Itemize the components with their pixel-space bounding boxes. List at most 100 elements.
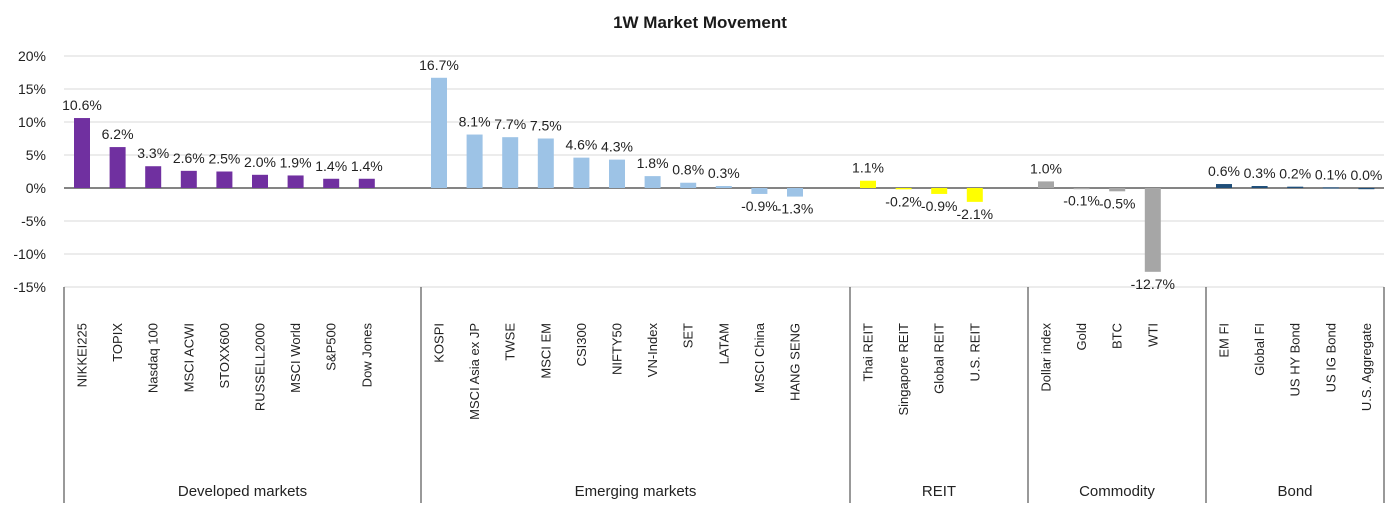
x-tick-label: WTI [1145, 323, 1160, 347]
x-tick-label: U.S. REIT [967, 323, 982, 382]
data-label: 2.6% [173, 150, 205, 166]
x-tick-label: Singapore REIT [896, 323, 911, 416]
x-tick-label: Dow Jones [359, 323, 374, 388]
data-label: -0.9% [921, 198, 958, 214]
data-label: -12.7% [1131, 276, 1175, 292]
y-axis: 20% 15% 10% 5% 0% -5% -10% -15% [13, 48, 46, 295]
bar [323, 178, 340, 188]
bar [895, 188, 912, 190]
data-label: 3.3% [137, 145, 169, 161]
x-tick-label: MSCI World [288, 323, 303, 393]
data-label: 1.8% [637, 155, 669, 171]
bar [1287, 186, 1304, 188]
bar [751, 188, 768, 194]
gridlines [64, 55, 1384, 288]
data-label: -2.1% [957, 206, 994, 222]
data-label: -0.5% [1099, 195, 1136, 211]
group-label: REIT [922, 483, 956, 500]
data-label: 1.9% [280, 154, 312, 170]
data-label: 0.3% [1244, 165, 1276, 181]
x-tick-label: MSCI Asia ex JP [467, 323, 482, 420]
x-tick-label: US HY Bond [1288, 323, 1303, 396]
data-label: -1.3% [777, 201, 814, 217]
bar [1358, 188, 1375, 190]
x-tick-label: Dollar index [1039, 323, 1054, 392]
y-tick-label: 10% [18, 114, 46, 130]
data-label: 16.7% [419, 57, 459, 73]
x-tick-label: SET [681, 323, 696, 348]
bars [74, 77, 1375, 272]
bar [1073, 188, 1090, 190]
y-tick-label: 15% [18, 81, 46, 97]
y-tick-label: 0% [26, 180, 46, 196]
x-tick-label: Global FI [1252, 323, 1267, 376]
y-tick-label: -10% [13, 246, 46, 262]
x-tick-label: S&P500 [324, 323, 339, 371]
x-tick-label: NIFTY50 [610, 323, 625, 375]
group-label: Developed markets [178, 483, 307, 500]
bar [74, 118, 90, 188]
x-tick-label: EM FI [1217, 323, 1232, 358]
bar [644, 176, 661, 188]
bar [1144, 188, 1161, 272]
data-label: 1.0% [1030, 160, 1062, 176]
group-label: Bond [1277, 483, 1312, 500]
y-tick-label: 20% [18, 48, 46, 64]
bar [180, 170, 197, 188]
bar [609, 159, 625, 188]
bar [1322, 187, 1339, 189]
bar [1216, 184, 1232, 188]
group-label: Emerging markets [575, 483, 697, 500]
x-tick-label: BTC [1110, 323, 1125, 349]
bar [287, 175, 304, 188]
bar [109, 147, 126, 188]
y-tick-label: 5% [26, 147, 46, 163]
chart-title: 1W Market Movement [613, 13, 787, 32]
bar [502, 137, 519, 188]
bar [787, 188, 803, 197]
data-label: -0.2% [885, 193, 922, 209]
bar [860, 180, 876, 188]
data-label: 1.4% [351, 158, 383, 174]
x-tick-label: MSCI ACWI [181, 323, 196, 392]
data-label: 7.5% [530, 118, 562, 134]
data-label: 10.6% [62, 97, 102, 113]
data-label: 4.3% [601, 139, 633, 155]
x-axis: NIKKEI225 TOPIX Nasdaq 100 MSCI ACWI STOXX60… [63, 287, 1385, 503]
x-tick-label: MSCI China [752, 322, 767, 393]
group-label: Commodity [1079, 483, 1155, 500]
data-label: 0.1% [1315, 166, 1347, 182]
data-label: 2.5% [208, 151, 240, 167]
bar [216, 171, 233, 188]
x-tick-label: U.S. Aggregate [1359, 323, 1374, 411]
x-tick-label: CSI300 [574, 323, 589, 366]
x-tick-label: TOPIX [110, 323, 125, 362]
x-tick-label: STOXX600 [217, 323, 232, 389]
bar [1251, 186, 1268, 188]
x-tick-label: RUSSELL2000 [253, 323, 268, 411]
bar [431, 77, 447, 188]
bar [537, 138, 554, 188]
x-tick-label: TWSE [503, 323, 518, 361]
x-tick-label: MSCI EM [538, 323, 553, 379]
x-tick-label: Gold [1074, 323, 1089, 350]
data-label: 6.2% [102, 126, 134, 142]
bar [358, 178, 375, 188]
bar [966, 188, 983, 202]
data-label: -0.9% [741, 198, 778, 214]
data-label: 2.0% [244, 154, 276, 170]
x-tick-label: US IG Bond [1323, 323, 1338, 392]
data-label: 1.4% [315, 158, 347, 174]
data-label: 7.7% [494, 116, 526, 132]
data-label: -0.1% [1063, 193, 1100, 209]
x-tick-label: HANG SENG [788, 323, 803, 401]
data-label: 1.1% [852, 160, 884, 176]
x-tick-label: Global REIT [932, 323, 947, 394]
y-tick-label: -5% [21, 213, 46, 229]
data-label: 4.6% [565, 137, 597, 153]
bar [145, 166, 162, 188]
x-tick-label: KOSPI [432, 323, 447, 363]
bar [1038, 181, 1054, 188]
bar [252, 174, 268, 188]
y-tick-label: -15% [13, 279, 46, 295]
